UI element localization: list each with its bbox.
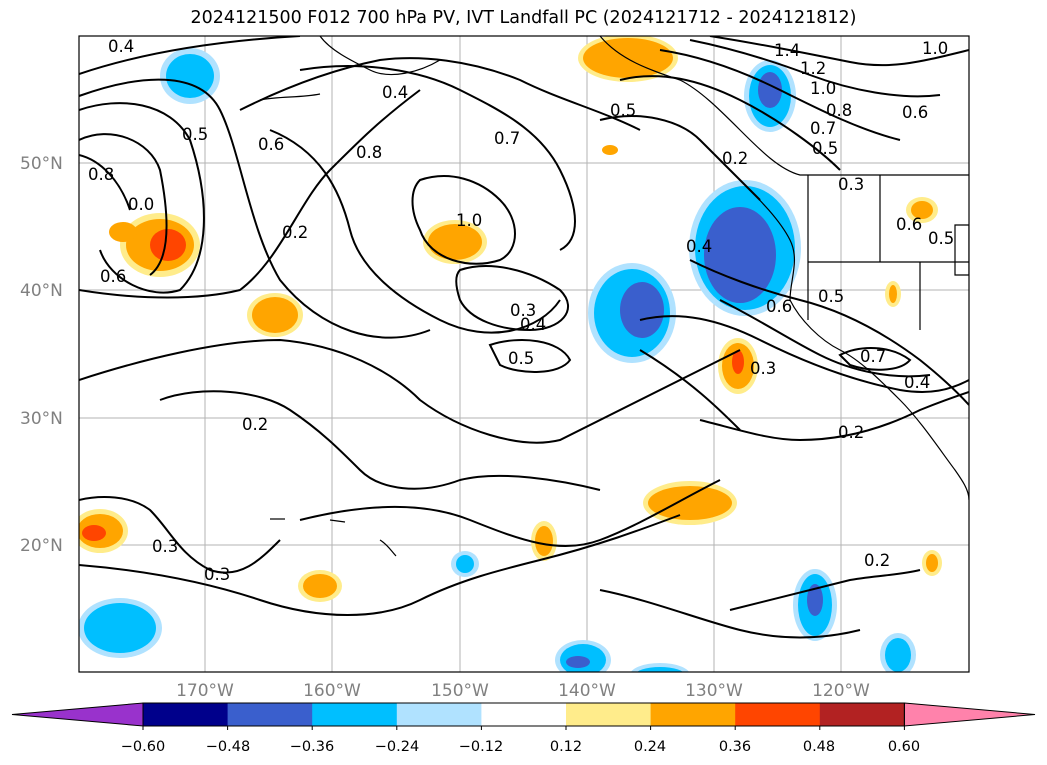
svg-text:130°W: 130°W xyxy=(685,681,743,701)
svg-text:0.6: 0.6 xyxy=(902,103,928,122)
colorbar-segment xyxy=(143,703,229,726)
ivt-positive-patches xyxy=(79,36,942,602)
colorbar-segment xyxy=(735,703,821,726)
svg-text:0.3: 0.3 xyxy=(152,537,178,556)
colorbar-segment xyxy=(819,703,905,726)
svg-text:40°N: 40°N xyxy=(20,281,63,301)
svg-text:0.8: 0.8 xyxy=(356,143,382,162)
svg-text:−0.12: −0.12 xyxy=(459,739,503,755)
svg-text:0.6: 0.6 xyxy=(766,297,792,316)
svg-text:0.2: 0.2 xyxy=(282,223,308,242)
svg-text:0.2: 0.2 xyxy=(722,149,748,168)
svg-text:0.4: 0.4 xyxy=(686,237,712,256)
svg-text:0.3: 0.3 xyxy=(838,175,864,194)
svg-text:0.8: 0.8 xyxy=(826,101,852,120)
colorbar-segment xyxy=(396,703,482,726)
svg-text:20°N: 20°N xyxy=(20,536,63,556)
pv-contours xyxy=(79,36,969,639)
map-frame xyxy=(78,35,970,673)
longitude-labels: 170°W 160°W 150°W 140°W 130°W 120°W xyxy=(176,681,870,701)
svg-text:0.3: 0.3 xyxy=(750,359,776,378)
colorbar-segment xyxy=(481,703,567,726)
svg-text:0.5: 0.5 xyxy=(508,349,534,368)
svg-text:0.6: 0.6 xyxy=(100,267,126,286)
svg-text:50°N: 50°N xyxy=(20,154,63,174)
svg-text:0.5: 0.5 xyxy=(610,101,636,120)
colorbar-segment xyxy=(650,703,736,726)
colorbar-segment xyxy=(312,703,398,726)
map-panel xyxy=(79,36,969,672)
svg-text:0.5: 0.5 xyxy=(818,287,844,306)
colorbar-segment xyxy=(227,703,313,726)
svg-text:0.48: 0.48 xyxy=(803,739,835,755)
svg-text:120°W: 120°W xyxy=(812,681,870,701)
ivt-negative-patches xyxy=(79,48,916,672)
colorbar-extend-max xyxy=(903,702,1036,727)
svg-text:−0.24: −0.24 xyxy=(375,739,419,755)
svg-text:1.0: 1.0 xyxy=(810,79,836,98)
svg-text:30°N: 30°N xyxy=(20,409,63,429)
svg-text:0.3: 0.3 xyxy=(204,565,230,584)
coastlines xyxy=(259,36,969,557)
svg-text:−0.60: −0.60 xyxy=(121,739,165,755)
svg-text:0.4: 0.4 xyxy=(520,315,546,334)
svg-text:0.5: 0.5 xyxy=(182,125,208,144)
svg-text:0.2: 0.2 xyxy=(838,423,864,442)
contour-labels: 0.4 0.4 0.5 0.8 0.0 0.6 0.6 0.2 0.8 0.7 … xyxy=(88,37,954,584)
colorbar-segment xyxy=(566,703,652,726)
svg-text:0.8: 0.8 xyxy=(88,165,114,184)
colorbar xyxy=(11,702,1036,730)
latitude-labels: 50°N 40°N 30°N 20°N xyxy=(20,154,63,556)
svg-text:150°W: 150°W xyxy=(431,681,489,701)
svg-text:0.24: 0.24 xyxy=(634,739,666,755)
svg-text:1.2: 1.2 xyxy=(800,59,826,78)
colorbar-tick-labels: −0.60 −0.48 −0.36 −0.24 −0.12 0.12 0.24 … xyxy=(121,739,920,755)
svg-text:0.2: 0.2 xyxy=(242,415,268,434)
svg-text:170°W: 170°W xyxy=(176,681,234,701)
svg-text:1.0: 1.0 xyxy=(456,211,482,230)
svg-text:0.6: 0.6 xyxy=(258,135,284,154)
svg-text:1.4: 1.4 xyxy=(774,41,800,60)
svg-text:0.7: 0.7 xyxy=(810,119,836,138)
svg-text:160°W: 160°W xyxy=(303,681,361,701)
svg-text:−0.48: −0.48 xyxy=(206,739,250,755)
svg-text:0.7: 0.7 xyxy=(860,347,886,366)
svg-text:0.3: 0.3 xyxy=(510,301,536,320)
svg-text:0.12: 0.12 xyxy=(550,739,582,755)
svg-text:0.0: 0.0 xyxy=(128,195,154,214)
colorbar-outline xyxy=(142,702,905,727)
svg-text:0.2: 0.2 xyxy=(864,551,890,570)
svg-text:1.0: 1.0 xyxy=(922,39,948,58)
svg-text:0.7: 0.7 xyxy=(494,129,520,148)
svg-text:0.5: 0.5 xyxy=(928,229,954,248)
svg-text:0.4: 0.4 xyxy=(904,373,930,392)
svg-text:0.6: 0.6 xyxy=(896,215,922,234)
svg-text:0.4: 0.4 xyxy=(382,83,408,102)
svg-text:−0.36: −0.36 xyxy=(290,739,334,755)
svg-text:0.60: 0.60 xyxy=(888,739,920,755)
svg-text:140°W: 140°W xyxy=(558,681,616,701)
svg-text:0.4: 0.4 xyxy=(108,37,134,56)
svg-text:0.5: 0.5 xyxy=(812,139,838,158)
colorbar-extend-min xyxy=(11,702,144,727)
svg-text:0.36: 0.36 xyxy=(719,739,751,755)
map-title: 2024121500 F012 700 hPa PV, IVT Landfall… xyxy=(190,8,857,28)
